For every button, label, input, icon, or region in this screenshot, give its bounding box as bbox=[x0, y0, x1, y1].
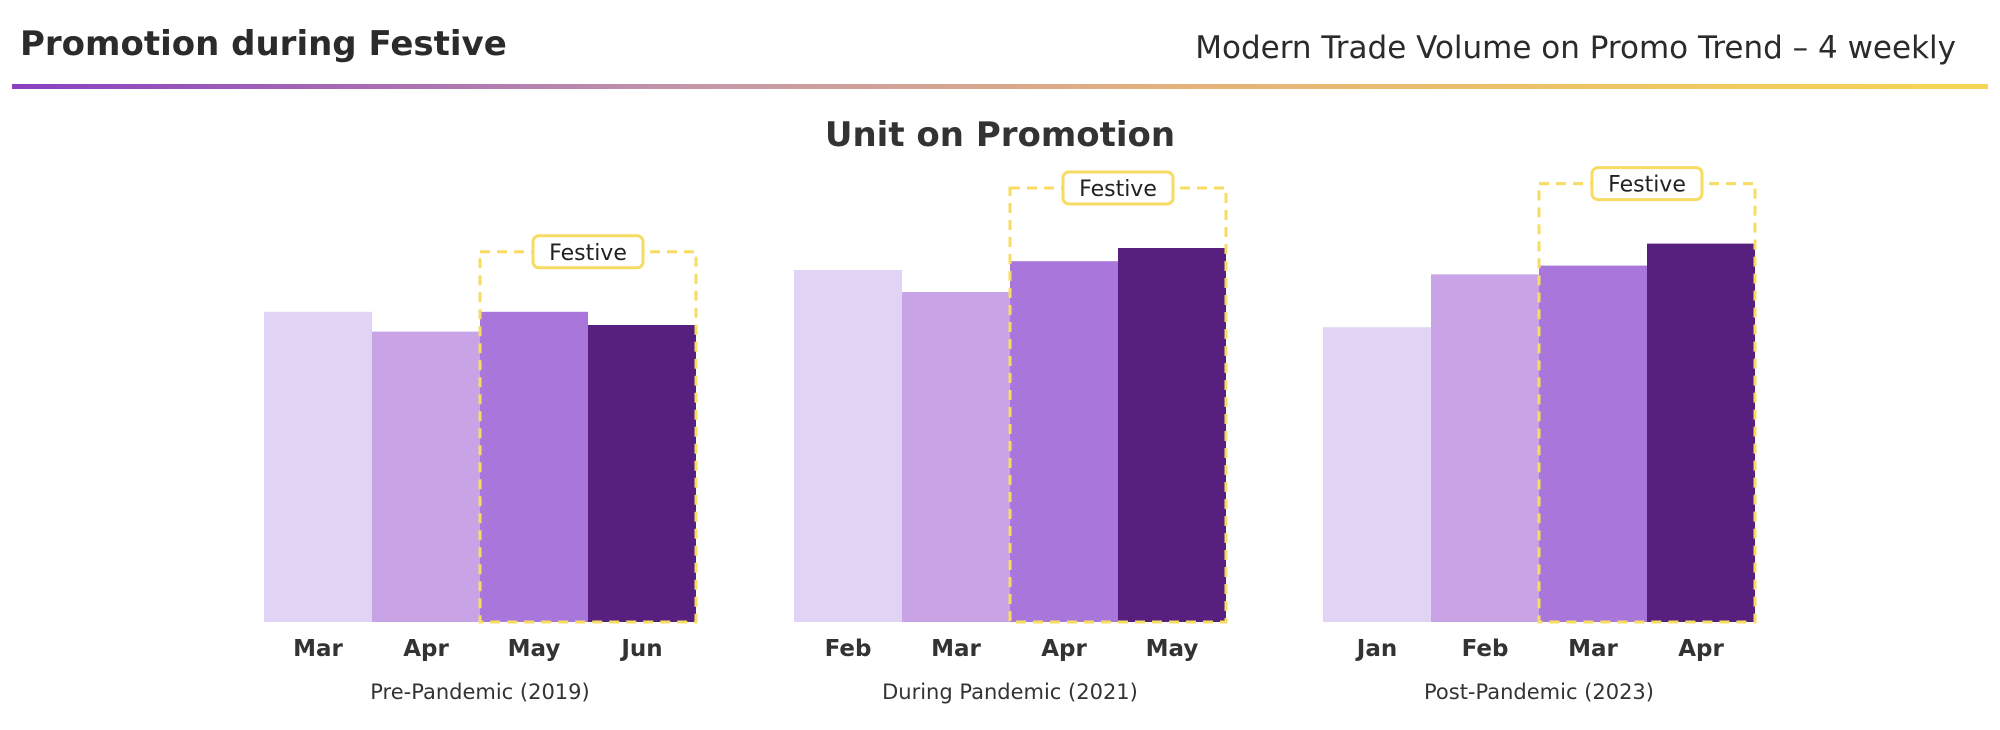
bar bbox=[1647, 243, 1755, 622]
bar bbox=[794, 270, 902, 622]
page-title: Promotion during Festive bbox=[20, 24, 507, 64]
festive-label-box bbox=[1061, 170, 1175, 206]
x-tick-label: Apr bbox=[403, 636, 449, 662]
x-tick-label: Feb bbox=[1462, 636, 1509, 662]
x-tick-label: Jun bbox=[619, 636, 662, 662]
bar bbox=[588, 325, 696, 622]
page-subtitle: Modern Trade Volume on Promo Trend – 4 w… bbox=[1195, 30, 1956, 66]
group-label: Pre-Pandemic (2019) bbox=[370, 680, 589, 704]
bar bbox=[1539, 265, 1647, 622]
bar bbox=[480, 311, 588, 622]
x-tick-label: Apr bbox=[1678, 636, 1724, 662]
bar bbox=[264, 311, 372, 622]
festive-label: Festive bbox=[1079, 177, 1157, 202]
x-tick-label: Feb bbox=[825, 636, 872, 662]
x-tick-label: Mar bbox=[931, 636, 981, 662]
festive-label-box bbox=[531, 234, 645, 270]
bar bbox=[1010, 261, 1118, 622]
festive-label: Festive bbox=[1608, 173, 1686, 198]
festive-label: Festive bbox=[549, 241, 627, 266]
bar bbox=[902, 292, 1010, 622]
bar bbox=[1431, 274, 1539, 622]
x-tick-label: Apr bbox=[1041, 636, 1087, 662]
x-tick-label: Jan bbox=[1355, 636, 1397, 662]
chart-title: Unit on Promotion bbox=[824, 115, 1176, 155]
group-label: During Pandemic (2021) bbox=[882, 680, 1138, 704]
x-tick-label: May bbox=[1146, 636, 1199, 662]
bar bbox=[1118, 248, 1226, 622]
x-tick-label: Mar bbox=[1568, 636, 1618, 662]
bar bbox=[1323, 327, 1431, 622]
x-tick-label: Mar bbox=[293, 636, 343, 662]
x-tick-label: May bbox=[508, 636, 561, 662]
festive-label-box bbox=[1590, 166, 1704, 202]
bar bbox=[372, 331, 480, 622]
title-divider bbox=[12, 84, 1988, 89]
group-label: Post-Pandemic (2023) bbox=[1424, 680, 1654, 704]
